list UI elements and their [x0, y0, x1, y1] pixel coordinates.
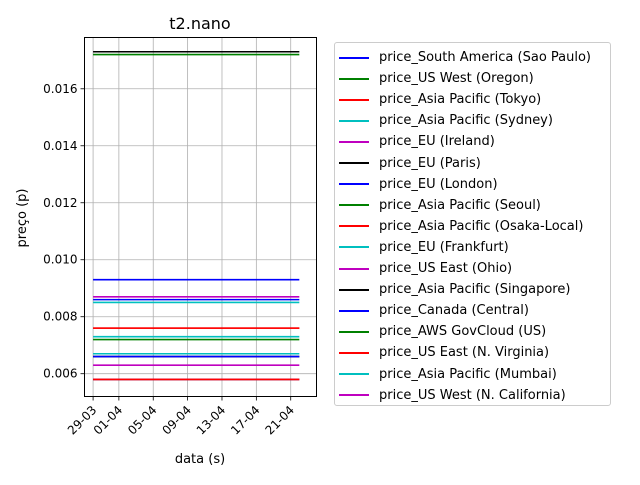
- legend-label: price_EU (Ireland): [379, 134, 495, 150]
- legend-item: price_Asia Pacific (Sydney): [335, 110, 553, 131]
- y-tick-label: 0.016: [43, 82, 77, 96]
- legend-label: price_Asia Pacific (Seoul): [379, 197, 541, 213]
- legend-swatch: [339, 246, 369, 249]
- legend-swatch: [339, 98, 369, 101]
- legend-swatch: [339, 183, 369, 186]
- legend-label: price_Asia Pacific (Osaka-Local): [379, 218, 584, 234]
- x-axis-label: data (s): [175, 452, 225, 467]
- legend-item: price_EU (London): [335, 174, 498, 195]
- x-tick-label: 01-04: [91, 403, 126, 438]
- y-axis-label: preço (p): [15, 189, 30, 248]
- series-lines: [93, 50, 300, 381]
- legend-swatch: [339, 330, 369, 333]
- legend-swatch: [339, 77, 369, 80]
- plot-frame: [84, 37, 317, 397]
- legend-item: price_EU (Paris): [335, 153, 481, 174]
- legend-label: price_Asia Pacific (Singapore): [379, 282, 571, 298]
- x-tick-label: 09-04: [159, 403, 194, 438]
- legend-swatch: [339, 225, 369, 228]
- chart-title: t2.nano: [169, 14, 230, 33]
- y-tick-label: 0.014: [43, 139, 77, 153]
- legend-swatch: [339, 351, 369, 354]
- y-tick-label: 0.008: [43, 310, 77, 324]
- legend-label: price_US West (Oregon): [379, 71, 534, 87]
- legend-item: price_US West (N. California): [335, 385, 566, 406]
- legend-label: price_EU (Paris): [379, 155, 481, 171]
- legend-swatch: [339, 56, 369, 59]
- grid: [84, 37, 317, 397]
- legend-item: price_EU (Frankfurt): [335, 237, 509, 258]
- legend-label: price_Asia Pacific (Sydney): [379, 113, 553, 129]
- y-tick-label: 0.010: [43, 253, 77, 267]
- legend-label: price_AWS GovCloud (US): [379, 324, 547, 340]
- legend-swatch: [339, 162, 369, 164]
- legend-label: price_Asia Pacific (Mumbai): [379, 366, 557, 382]
- legend-label: price_US West (N. California): [379, 387, 566, 403]
- x-tick-label: 13-04: [194, 403, 229, 438]
- y-tick-label: 0.006: [43, 367, 77, 381]
- legend-label: price_Canada (Central): [379, 303, 529, 319]
- legend-swatch: [339, 309, 369, 312]
- legend-swatch: [339, 267, 369, 270]
- legend-item: price_EU (Ireland): [335, 131, 495, 152]
- legend-item: price_Asia Pacific (Osaka-Local): [335, 216, 583, 237]
- legend-swatch: [339, 373, 369, 375]
- legend: price_South America (Sao Paulo) price_US …: [334, 42, 611, 406]
- y-tick-label: 0.012: [43, 196, 77, 210]
- legend-label: price_US East (N. Virginia): [379, 345, 550, 361]
- legend-swatch: [339, 394, 369, 397]
- legend-item: price_Asia Pacific (Singapore): [335, 279, 570, 300]
- legend-item: price_AWS GovCloud (US): [335, 321, 546, 342]
- legend-item: price_South America (Sao Paulo): [335, 47, 591, 68]
- legend-item: price_Asia Pacific (Mumbai): [335, 364, 557, 385]
- legend-label: price_EU (Frankfurt): [379, 239, 509, 255]
- legend-item: price_Canada (Central): [335, 300, 529, 321]
- x-tick-label: 17-04: [228, 403, 263, 438]
- x-tick-label: 05-04: [125, 403, 160, 438]
- legend-item: price_Asia Pacific (Seoul): [335, 195, 541, 216]
- legend-label: price_EU (London): [379, 176, 498, 192]
- legend-item: price_US East (Ohio): [335, 258, 512, 279]
- legend-item: price_US East (N. Virginia): [335, 342, 549, 363]
- x-tick-label: 21-04: [263, 403, 298, 438]
- legend-swatch: [339, 204, 369, 207]
- legend-label: price_Asia Pacific (Tokyo): [379, 92, 542, 108]
- legend-label: price_South America (Sao Paulo): [379, 50, 591, 65]
- legend-label: price_US East (Ohio): [379, 261, 513, 276]
- legend-item: price_US West (Oregon): [335, 68, 534, 89]
- legend-swatch: [339, 140, 369, 143]
- legend-swatch: [339, 119, 369, 122]
- legend-item: price_Asia Pacific (Tokyo): [335, 89, 541, 110]
- legend-swatch: [339, 288, 369, 291]
